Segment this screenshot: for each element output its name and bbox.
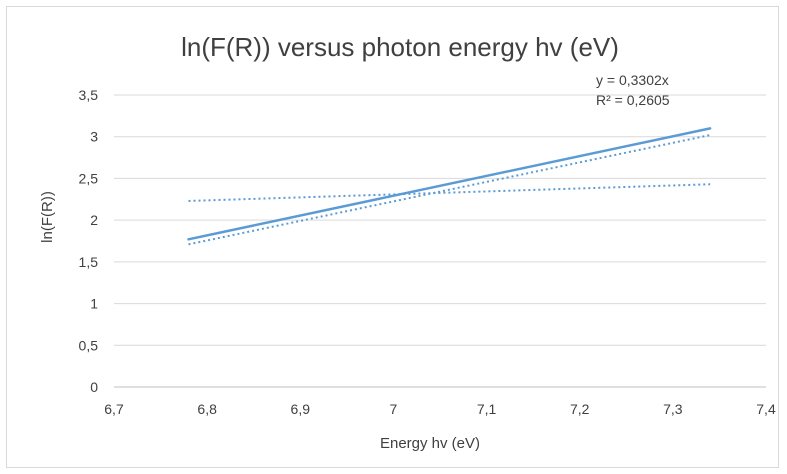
- chart-frame: [6, 6, 779, 468]
- y-tick-label: 3,5: [79, 87, 99, 103]
- x-axis-ticks: 6,7 6,8 6,9 7 7,1 7,2 7,3 7,4: [104, 401, 776, 417]
- data-series-line: [187, 127, 712, 241]
- y-tick-label: 1: [90, 296, 98, 312]
- y-axis-ticks: 0 0,5 1 1,5 2 2,5 3 3,5: [79, 87, 99, 395]
- y-tick-label: 3: [90, 129, 98, 145]
- x-tick-label: 6,7: [104, 401, 124, 417]
- x-tick-label: 7,4: [756, 401, 776, 417]
- x-tick-label: 7,3: [663, 401, 683, 417]
- y-axis-title: ln(F(R)): [39, 191, 56, 243]
- series-group: [187, 127, 712, 246]
- chart-title: ln(F(R)) versus photon energy hv (eV): [181, 32, 619, 62]
- trendline-2: [188, 183, 711, 202]
- gridlines: [114, 94, 766, 388]
- y-tick-label: 1,5: [79, 254, 99, 270]
- y-tick-label: 0,5: [79, 337, 99, 353]
- y-tick-label: 0: [90, 379, 98, 395]
- y-tick-label: 2,5: [79, 170, 99, 186]
- trendline-equation: y = 0,3302x: [596, 72, 669, 88]
- trendline-1: [188, 134, 711, 246]
- x-tick-label: 7,1: [477, 401, 497, 417]
- trendline-r-squared: R² = 0,2605: [596, 92, 670, 108]
- x-axis-title: Energy hv (eV): [380, 435, 480, 452]
- x-tick-label: 7: [390, 401, 398, 417]
- y-tick-label: 2: [90, 212, 98, 228]
- x-tick-label: 6,8: [197, 401, 217, 417]
- x-tick-label: 7,2: [570, 401, 590, 417]
- x-tick-label: 6,9: [291, 401, 311, 417]
